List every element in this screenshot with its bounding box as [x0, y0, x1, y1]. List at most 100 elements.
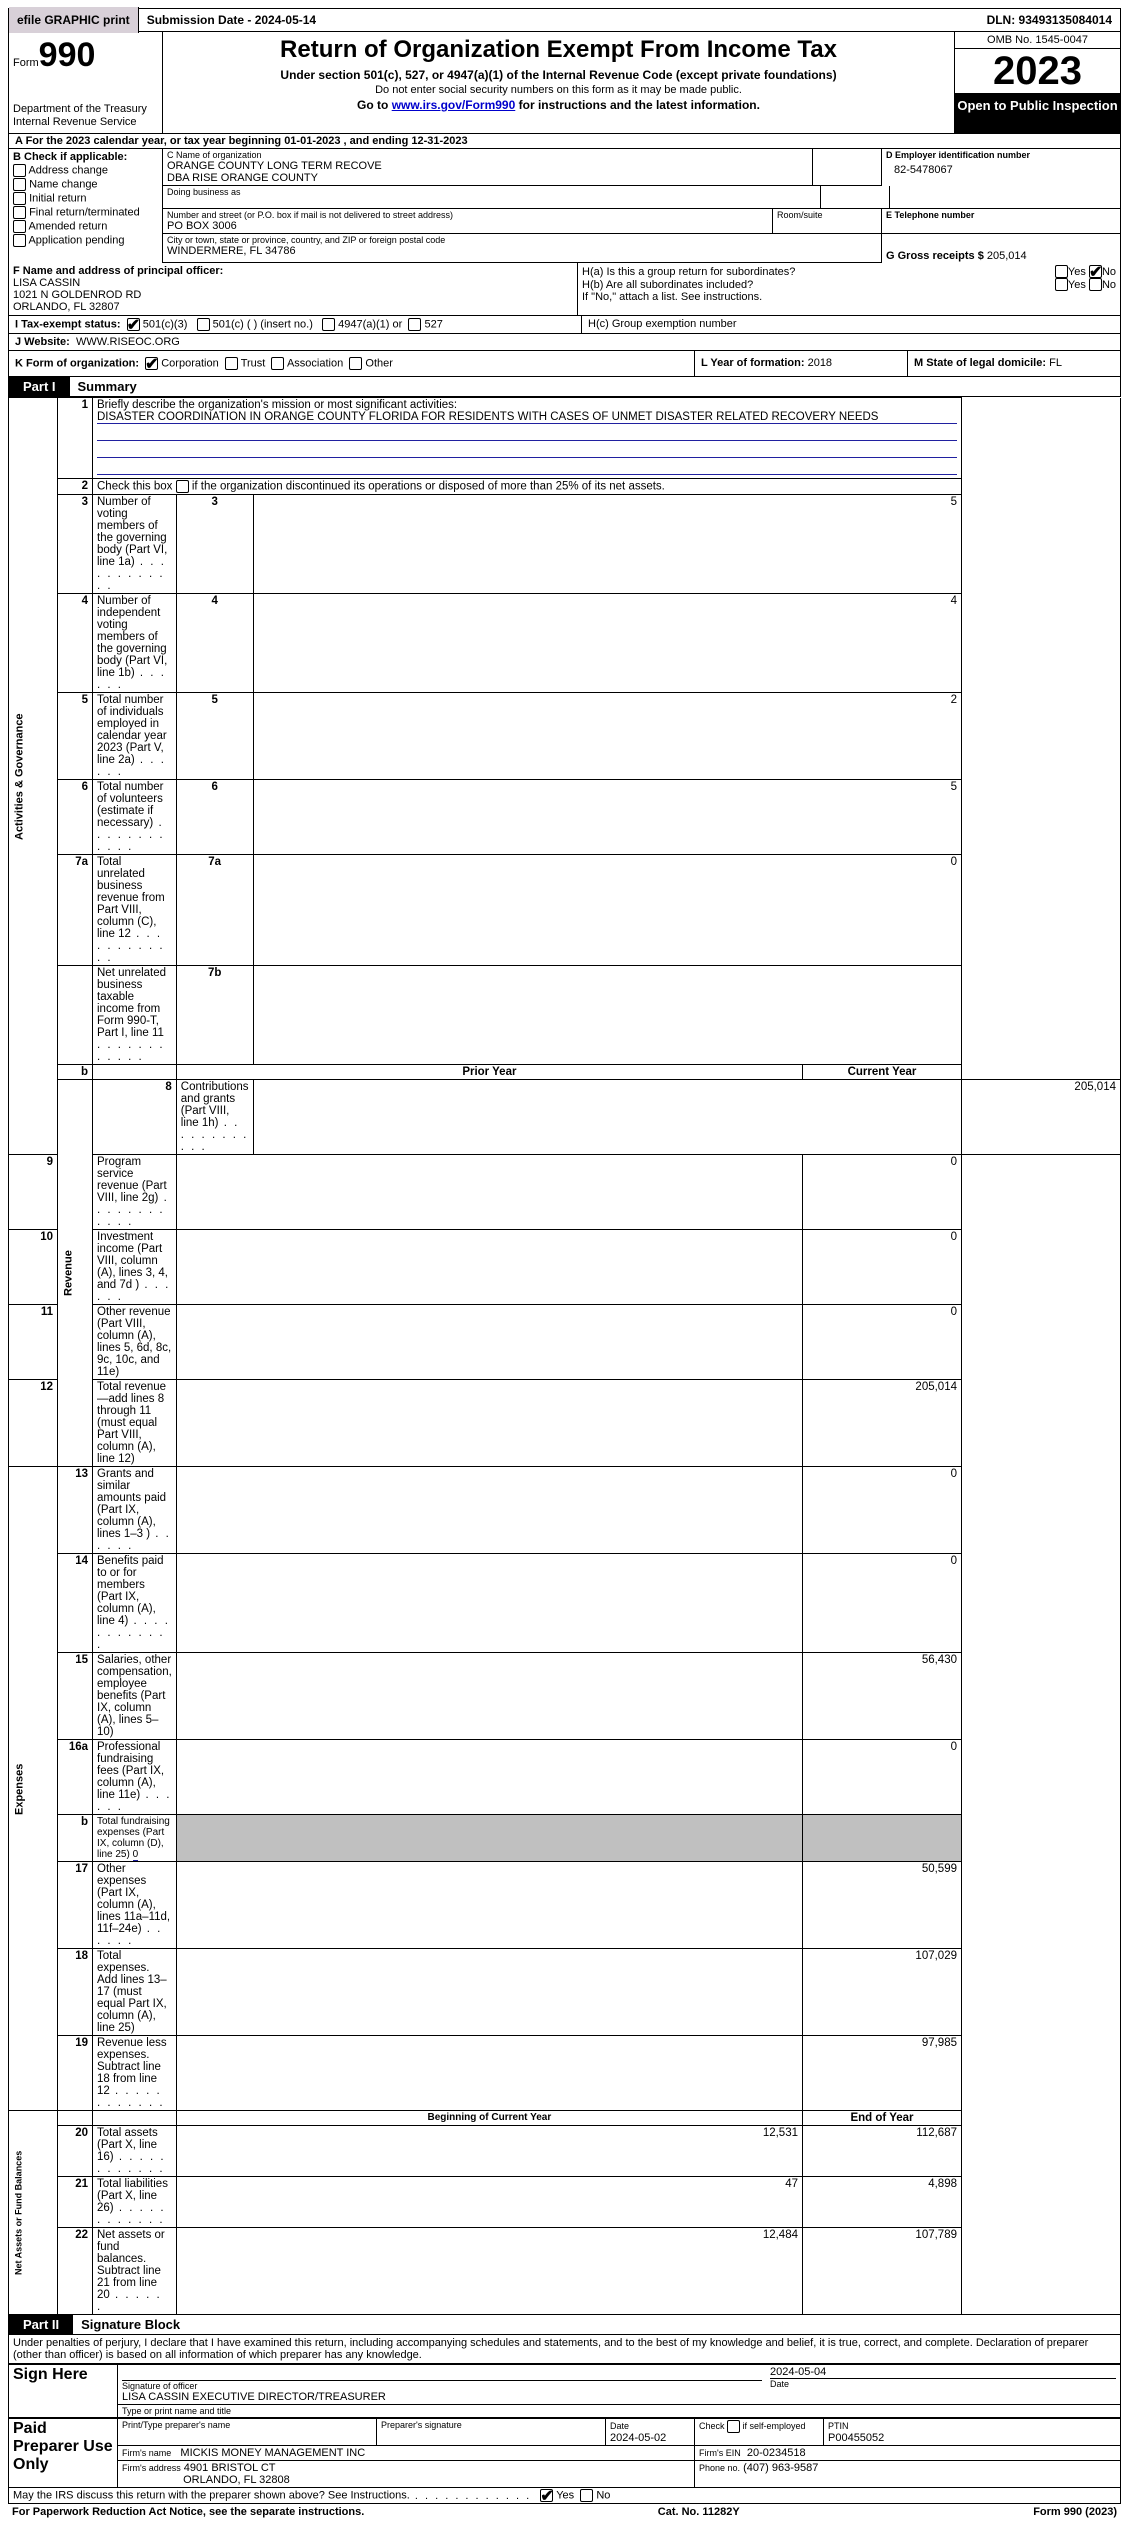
side-netassets: Net Assets or Fund Balances	[9, 2111, 58, 2315]
officer-addr2: ORLANDO, FL 32807	[13, 301, 573, 313]
chk-name[interactable]	[13, 178, 26, 191]
header-sub3: Go to www.irs.gov/Form990 for instructio…	[171, 98, 946, 112]
prep-date: 2024-05-02	[610, 2432, 666, 2444]
c15: 56,430	[803, 1653, 962, 1740]
officer-addr1: 1021 N GOLDENROD RD	[13, 289, 573, 301]
open-inspection: Open to Public Inspection	[955, 94, 1120, 133]
submission-date: Submission Date - 2024-05-14	[139, 11, 979, 29]
form-header: Form990 Department of the Treasury Inter…	[8, 32, 1121, 134]
c10: 0	[803, 1230, 962, 1305]
gross-receipts: 205,014	[987, 250, 1027, 262]
col-b: B Check if applicable: Address change Na…	[9, 149, 163, 263]
v3: 5	[253, 495, 961, 594]
top-bar: efile GRAPHIC print Submission Date - 20…	[8, 8, 1121, 32]
chk-501c[interactable]	[197, 318, 210, 331]
firm-addr1: 4901 BRISTOL CT	[184, 2462, 276, 2474]
c11: 0	[803, 1305, 962, 1380]
firm-name: MICKIS MONEY MANAGEMENT INC	[180, 2447, 365, 2459]
org-name-1: ORANGE COUNTY LONG TERM RECOVE	[167, 160, 808, 172]
header-sub1: Under section 501(c), 527, or 4947(a)(1)…	[171, 68, 946, 82]
row-klm: K Form of organization: Corporation Trus…	[8, 351, 1121, 377]
c9: 0	[803, 1155, 962, 1230]
footer: For Paperwork Reduction Act Notice, see …	[8, 2504, 1121, 2520]
domicile: FL	[1049, 357, 1062, 369]
section-f-h: F Name and address of principal officer:…	[8, 263, 1121, 316]
v7b	[253, 966, 961, 1065]
v4: 4	[253, 594, 961, 693]
v7a: 0	[253, 855, 961, 966]
efile-print-button[interactable]: efile GRAPHIC print	[9, 7, 139, 33]
summary-table: Activities & Governance 1 Briefly descri…	[8, 397, 1121, 2315]
e21: 4,898	[803, 2177, 962, 2228]
ptin: P00455052	[828, 2432, 884, 2444]
mission-text: DISASTER COORDINATION IN ORANGE COUNTY F…	[97, 411, 957, 424]
firm-ein: 20-0234518	[747, 2447, 806, 2459]
row-j: J Website: WWW.RISEOC.ORG	[8, 334, 1121, 351]
l16b-val: 0	[133, 1849, 139, 1861]
c19: 97,985	[803, 2036, 962, 2111]
tax-year: 2023	[955, 49, 1120, 94]
sign-date: 2024-05-04	[770, 2366, 1116, 2379]
v5: 2	[253, 693, 961, 780]
form-number: 990	[39, 36, 96, 74]
chk-ha-no[interactable]	[1089, 265, 1102, 278]
v6: 5	[253, 780, 961, 855]
part2-header: Part II Signature Block	[8, 2315, 1121, 2335]
chk-self-emp[interactable]	[727, 2420, 740, 2433]
org-name-2: DBA RISE ORANGE COUNTY	[167, 172, 808, 184]
e22: 107,789	[803, 2228, 962, 2315]
chk-initial[interactable]	[13, 192, 26, 205]
c17: 50,599	[803, 1862, 962, 1949]
ein: 82-5478067	[886, 160, 1116, 180]
street: PO BOX 3006	[167, 220, 768, 232]
firm-addr2: ORLANDO, FL 32808	[183, 2474, 290, 2486]
chk-527[interactable]	[408, 318, 421, 331]
dept-treasury: Department of the Treasury Internal Reve…	[13, 103, 158, 129]
c8: 205,014	[962, 1080, 1121, 1155]
chk-final[interactable]	[13, 206, 26, 219]
c18: 107,029	[803, 1949, 962, 2036]
b22: 12,484	[176, 2228, 802, 2315]
chk-discontinued[interactable]	[176, 480, 189, 493]
chk-assoc[interactable]	[271, 357, 284, 370]
line-a: A For the 2023 calendar year, or tax yea…	[8, 134, 1121, 149]
chk-501c3[interactable]	[127, 318, 140, 331]
side-expenses: Expenses	[9, 1467, 58, 2111]
b21: 47	[176, 2177, 802, 2228]
row-i: I Tax-exempt status: 501(c)(3) 501(c) ( …	[8, 316, 1121, 334]
city: WINDERMERE, FL 34786	[167, 245, 877, 257]
firm-phone: (407) 963-9587	[743, 2462, 818, 2474]
side-activities: Activities & Governance	[9, 398, 58, 1155]
chk-corp[interactable]	[145, 357, 158, 370]
form990-link[interactable]: www.irs.gov/Form990	[392, 98, 516, 112]
penalty-text: Under penalties of perjury, I declare th…	[8, 2335, 1121, 2364]
chk-discuss-no[interactable]	[580, 2489, 593, 2502]
omb-number: OMB No. 1545-0047	[955, 32, 1120, 49]
chk-other[interactable]	[349, 357, 362, 370]
b20: 12,531	[176, 2126, 802, 2177]
officer-sig: LISA CASSIN EXECUTIVE DIRECTOR/TREASURER	[122, 2391, 762, 2403]
c13: 0	[803, 1467, 962, 1554]
e20: 112,687	[803, 2126, 962, 2177]
chk-pending[interactable]	[13, 234, 26, 247]
sign-here-table: Sign Here Signature of officer LISA CASS…	[8, 2364, 1121, 2418]
chk-address[interactable]	[13, 164, 26, 177]
chk-hb-yes[interactable]	[1055, 278, 1068, 291]
chk-trust[interactable]	[225, 357, 238, 370]
chk-ha-yes[interactable]	[1055, 265, 1068, 278]
header-sub2: Do not enter social security numbers on …	[171, 84, 946, 96]
c16a: 0	[803, 1740, 962, 1815]
side-revenue: Revenue	[58, 1080, 93, 1467]
part1-header: Part I Summary	[8, 377, 1121, 397]
chk-hb-no[interactable]	[1089, 278, 1102, 291]
website: WWW.RISEOC.ORG	[76, 336, 180, 348]
dln: DLN: 93493135084014	[979, 11, 1120, 29]
c14: 0	[803, 1554, 962, 1653]
chk-discuss-yes[interactable]	[540, 2489, 553, 2502]
chk-4947[interactable]	[322, 318, 335, 331]
year-formation: 2018	[808, 357, 832, 369]
paid-preparer-table: Paid Preparer Use Only Print/Type prepar…	[8, 2418, 1121, 2504]
form-title: Return of Organization Exempt From Incom…	[171, 36, 946, 64]
chk-amended[interactable]	[13, 220, 26, 233]
section-b-to-g: B Check if applicable: Address change Na…	[8, 149, 1121, 263]
